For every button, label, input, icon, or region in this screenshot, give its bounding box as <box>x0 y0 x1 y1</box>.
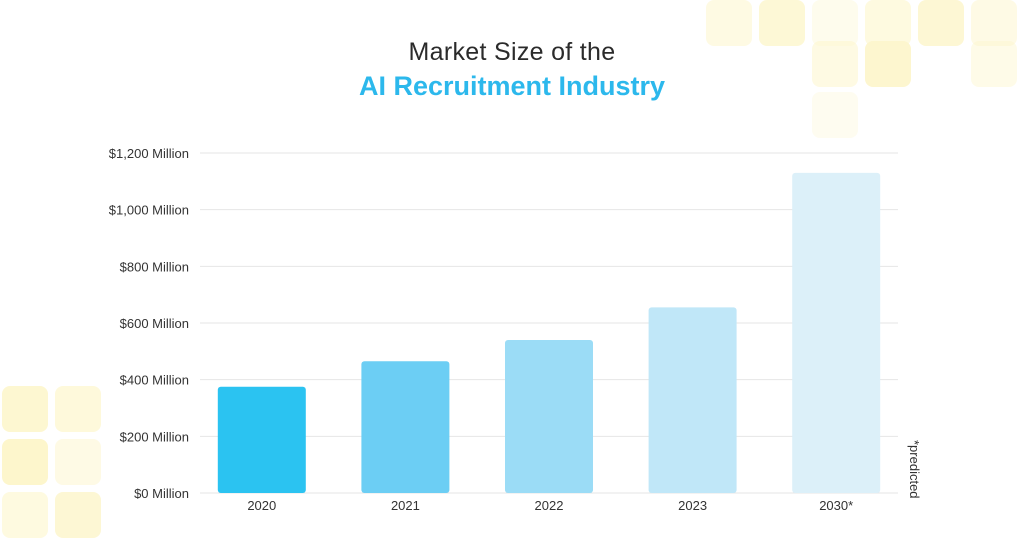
chart-title-line-2: AI Recruitment Industry <box>358 71 666 101</box>
y-tick-label: $600 Million <box>120 316 189 331</box>
y-tick-label: $1,200 Million <box>109 146 189 161</box>
x-tick-label: 2020 <box>247 498 276 513</box>
y-tick-label: $200 Million <box>120 429 189 444</box>
decor-square <box>2 386 48 432</box>
decor-square <box>812 92 858 138</box>
decor-square <box>865 0 911 46</box>
x-tick-label: 2030* <box>819 498 853 513</box>
decor-square <box>812 41 858 87</box>
decor-square <box>759 0 805 46</box>
chart-title-line-1: Market Size of the <box>408 38 616 66</box>
decor-square <box>2 439 48 485</box>
x-tick-label: 2021 <box>391 498 420 513</box>
bar <box>648 307 737 493</box>
decor-square <box>55 492 101 538</box>
decor-square <box>865 41 911 87</box>
y-tick-label: $1,000 Million <box>109 203 189 218</box>
decor-square <box>918 0 964 46</box>
decor-square <box>812 0 858 46</box>
decor-square <box>971 41 1017 87</box>
decor-square <box>971 0 1017 46</box>
decor-square <box>706 0 752 46</box>
bar <box>792 172 881 494</box>
bar <box>361 361 450 493</box>
y-tick-label: $400 Million <box>120 373 189 388</box>
x-tick-label: 2022 <box>535 498 564 513</box>
bar <box>217 386 306 493</box>
x-tick-label: 2023 <box>678 498 707 513</box>
bar <box>505 340 593 493</box>
decor-square <box>55 439 101 485</box>
decor-square <box>2 492 48 538</box>
decor-square <box>55 386 101 432</box>
y-tick-label: $0 Million <box>134 486 189 501</box>
footnote-predicted: *predicted <box>907 440 922 499</box>
y-tick-label: $800 Million <box>120 259 189 274</box>
